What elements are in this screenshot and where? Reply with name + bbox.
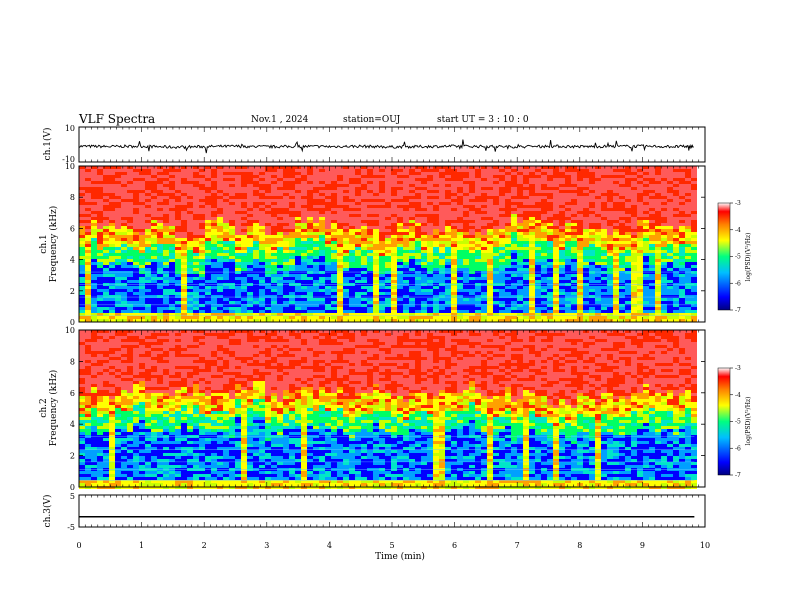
- ch2-ylabel-channel: ch.2: [39, 398, 49, 417]
- colorbar-tick-label: -6: [735, 445, 741, 452]
- station-label: station=OUJ: [343, 115, 401, 125]
- colorbar-tick-label: -7: [735, 307, 741, 314]
- spec2-ytick-label: 8: [70, 357, 75, 366]
- colorbar-tick-label: -3: [735, 365, 741, 372]
- colorbar-tick-label: -7: [735, 472, 741, 479]
- time-tick-label: 8: [577, 541, 582, 550]
- ch3-waveform-panel: 5 -5 ch.3(V) 0 1 2 3 4 5 6 7 8 9 10 Time (min): [42, 127, 710, 562]
- time-tick-label: 6: [452, 541, 457, 550]
- time-tick-label: 4: [327, 541, 332, 550]
- time-tick-label: 5: [389, 541, 394, 550]
- time-tick-label: 7: [515, 541, 520, 550]
- ch2-ylabel-frequency: Frequency (kHz): [48, 370, 59, 447]
- ch1-waveform-ylabel: ch.1(V): [42, 128, 53, 161]
- ch2-spectrogram-panel: 0 2 4 6 8 10 ch.2 Frequency (kHz): [39, 326, 706, 492]
- colorbar-tick-label: -5: [735, 254, 741, 261]
- ch1-colorbar-gradient: [717, 202, 731, 311]
- colorbar-tick-label: -4: [735, 227, 741, 234]
- ch1-ylabel-frequency: Frequency (kHz): [48, 206, 59, 283]
- spec1-ytick-label: 4: [70, 256, 75, 265]
- spec2-ytick-label: 4: [70, 420, 75, 429]
- spec1-ytick-label: 2: [70, 287, 75, 296]
- spec2-ytick-label: 6: [70, 389, 75, 398]
- spec2-ytick-label: 0: [70, 483, 75, 492]
- time-axis-label: Time (min): [375, 551, 425, 562]
- spec2-ytick-label: 10: [65, 326, 75, 335]
- colorbar-tick-label: -3: [735, 200, 741, 207]
- colorbar-tick-label: -5: [735, 419, 741, 426]
- ch1-spectrogram-image: [79, 166, 697, 322]
- spec1-ytick-label: 6: [70, 224, 75, 233]
- time-tick-label: 10: [700, 541, 710, 550]
- ch2-colorbar-label: log(PSD)(V²/Hz): [745, 397, 752, 446]
- ch1-ytick-top: 10: [65, 124, 75, 133]
- ch1-colorbar: -3 -4 -5 -6 -7 log(PSD)(V²/Hz): [717, 200, 752, 314]
- time-axis: 0 1 2 3 4 5 6 7 8 9 10: [76, 127, 710, 550]
- ch1-waveform-line: [78, 139, 694, 154]
- ch1-spectrogram-panel: 0 2 4 6 8 10 ch.1 Frequency (kHz): [39, 162, 706, 327]
- date-label: Nov.1 , 2024: [251, 115, 309, 125]
- ch1-spectrogram-yticks: 0 2 4 6 8 10: [65, 162, 705, 327]
- ch3-waveform-ylabel: ch.3(V): [42, 495, 53, 528]
- ch3-ytick-top: 5: [70, 492, 75, 501]
- spec1-ytick-label: 8: [70, 193, 75, 202]
- ch2-colorbar: -3 -4 -5 -6 -7 log(PSD)(V²/Hz): [717, 365, 752, 479]
- ch3-ytick-bottom: -5: [67, 523, 75, 532]
- time-tick-label: 0: [76, 541, 81, 550]
- spec1-ytick-label: 0: [70, 318, 75, 327]
- time-tick-label: 2: [202, 541, 207, 550]
- colorbar-tick-label: -4: [735, 392, 741, 399]
- figure-title: VLF Spectra: [79, 112, 156, 126]
- ch1-ytick-bottom: -10: [62, 155, 75, 164]
- ch1-colorbar-label: log(PSD)(V²/Hz): [745, 233, 752, 282]
- ch1-waveform-trace: [78, 139, 694, 154]
- start-time-label: start UT = 3 : 10 : 0: [437, 115, 529, 125]
- ch2-spectrogram-yticks: 0 2 4 6 8 10: [65, 326, 705, 492]
- time-tick-label: 1: [139, 541, 144, 550]
- ch2-spectrogram-image: [79, 330, 697, 489]
- ch1-ylabel-channel: ch.1: [39, 234, 49, 253]
- ch2-colorbar-ticks: -3 -4 -5 -6 -7: [730, 365, 741, 479]
- ch1-waveform-frame: [78, 126, 706, 163]
- time-tick-label: 3: [264, 541, 269, 550]
- colorbar-tick-label: -6: [735, 280, 741, 287]
- time-tick-label: 9: [640, 541, 645, 550]
- ch1-colorbar-ticks: -3 -4 -5 -6 -7: [730, 200, 741, 314]
- spec2-ytick-label: 2: [70, 452, 75, 461]
- ch2-colorbar-gradient: [717, 367, 731, 476]
- spec1-ytick-label: 10: [65, 162, 75, 171]
